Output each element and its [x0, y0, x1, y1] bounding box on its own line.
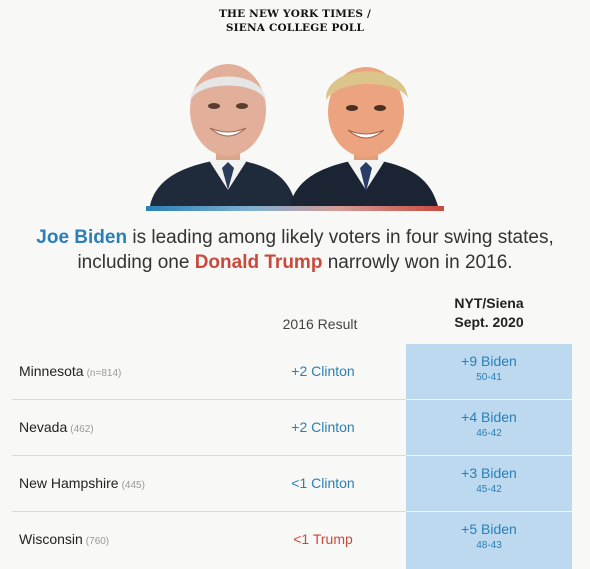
headline: Joe Biden is leading among likely voters…: [0, 225, 590, 275]
candidate-photos: [140, 50, 450, 212]
poll-column-highlight: [406, 344, 572, 569]
state-name: Wisconsin: [19, 531, 83, 547]
result-2016: +2 Clinton: [291, 419, 355, 435]
row-divider: [12, 455, 572, 456]
poll-margin: +4 Biden: [461, 409, 517, 425]
masthead-line-2: SIENA COLLEGE POLL: [225, 22, 365, 34]
result-2016: +2 Clinton: [291, 363, 355, 379]
state-name: Nevada: [19, 419, 68, 435]
row-divider: [12, 511, 572, 512]
sample-size: (445): [121, 480, 145, 491]
headline-biden: Joe Biden: [36, 227, 128, 248]
table-row-minnesota: Minnesota (n=814) +2 Clinton +9 Biden 50-…: [0, 344, 590, 400]
column-header-2016: 2016 Result: [282, 316, 358, 332]
result-2016: <1 Clinton: [291, 475, 355, 491]
biden-portrait: [150, 64, 296, 206]
color-bar: [146, 206, 444, 211]
result-2016: <1 Trump: [293, 531, 353, 547]
poll-margin: +9 Biden: [461, 353, 517, 369]
poll-split: 50-41: [476, 372, 502, 383]
headline-part-1: is leading among likely voters in four s…: [127, 227, 554, 248]
poll-margin: +3 Biden: [461, 465, 517, 481]
masthead: THE NEW YORK TIMES / SIENA COLLEGE POLL: [0, 7, 590, 35]
headline-trump: Donald Trump: [194, 252, 323, 273]
poll-split: 46-42: [476, 428, 502, 439]
row-divider: [12, 399, 572, 400]
trump-portrait: [290, 67, 438, 206]
state-name: Minnesota: [19, 363, 84, 379]
table-row-new-hampshire: New Hampshire (445) <1 Clinton +3 Biden 4…: [0, 456, 590, 512]
poll-margin: +5 Biden: [461, 521, 517, 537]
column-header-nyt-siena: NYT/Siena Sept. 2020: [406, 294, 572, 332]
masthead-line-1: THE NEW YORK TIMES /: [218, 8, 371, 20]
headline-part-3: narrowly won in 2016.: [322, 252, 513, 273]
state-name: New Hampshire: [19, 475, 119, 491]
headline-part-2: including one: [77, 252, 195, 273]
sample-size: (n=814): [86, 368, 122, 379]
column-header-nyt-line-1: NYT/Siena: [454, 295, 524, 311]
sample-size: (760): [85, 536, 110, 547]
poll-split: 48-43: [476, 540, 502, 551]
poll-split: 45-42: [476, 484, 502, 495]
column-header-nyt-line-2: Sept. 2020: [454, 314, 524, 330]
sample-size: (462): [70, 424, 94, 435]
table-row-wisconsin: Wisconsin (760) <1 Trump +5 Biden 48-43: [0, 512, 590, 568]
table-row-nevada: Nevada (462) +2 Clinton +4 Biden 46-42: [0, 400, 590, 456]
